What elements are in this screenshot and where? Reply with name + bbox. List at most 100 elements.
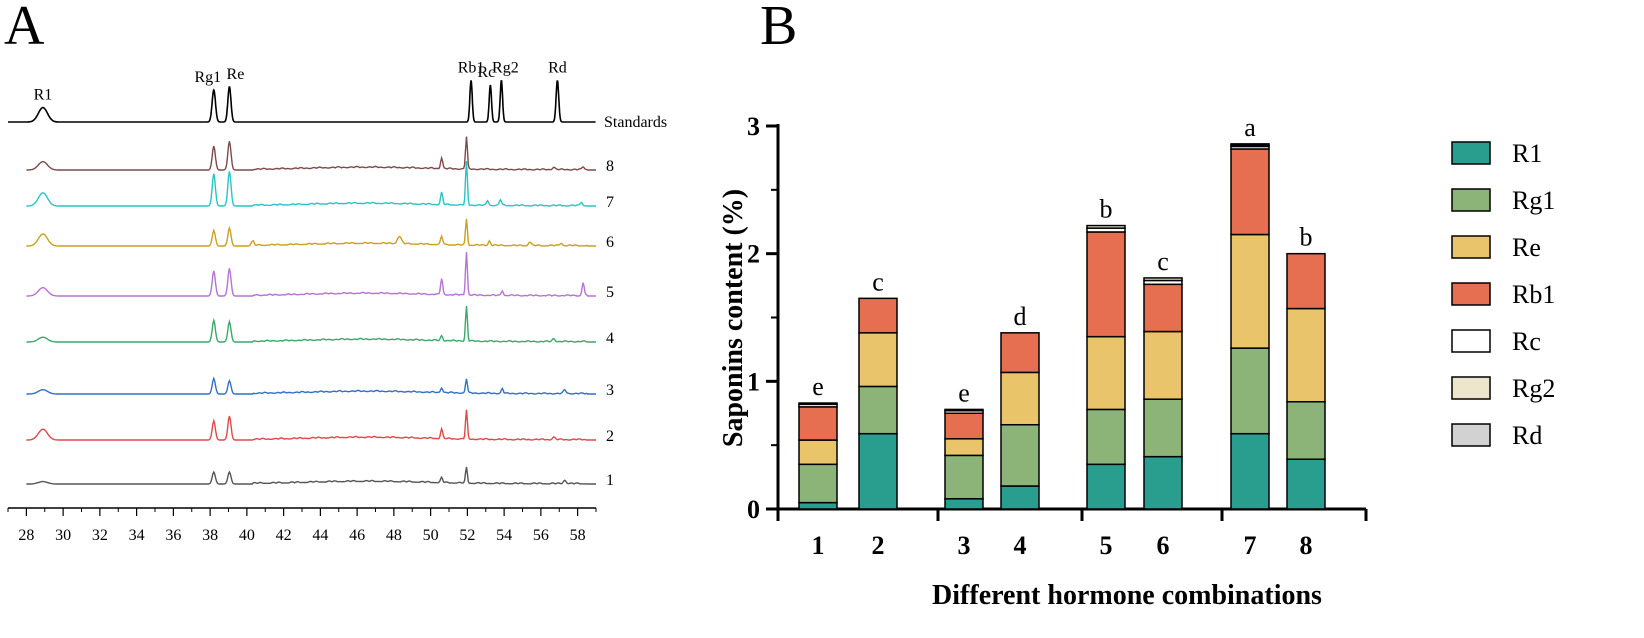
bar-segment-rg2: [1086, 224, 1126, 229]
category-label: 3: [958, 531, 971, 560]
significance-letter: a: [1244, 113, 1256, 142]
legend-label: Rd: [1512, 421, 1542, 450]
bar-segment-r1: [944, 498, 984, 510]
bar-segment-rg1: [1086, 408, 1126, 466]
sample-trace-5: [26, 252, 596, 297]
significance-letter: e: [958, 378, 970, 407]
saponins-bar-panel: 0 1 2 3 e 1 c 2 e 3 d 4 b 5 c 6 a 7 b 8: [747, 112, 1368, 560]
bar-segment-re: [1286, 307, 1326, 403]
panel-a-x-tick-label: 42: [276, 527, 292, 544]
bar-segment-rg1: [944, 454, 984, 500]
legend-label: R1: [1512, 139, 1542, 168]
bar-segment-r1: [1286, 458, 1326, 510]
sample-trace-label: 5: [606, 284, 614, 301]
panel-a-x-tick-label: 32: [92, 527, 108, 544]
standards-label: Standards: [604, 114, 667, 131]
panel-b-y-tick-label: 1: [747, 367, 760, 396]
sample-trace-4: [26, 306, 596, 343]
standard-peak-label: Rg1: [194, 69, 221, 86]
panel-a-label: A: [4, 0, 45, 57]
bar-segment-rb1: [944, 412, 984, 440]
bar-segment-re: [798, 439, 838, 466]
chromatogram-panel: 28 30 32 34 36 38 40 42 44 46 48 50 52 54 56 58Standard…: [7, 59, 667, 544]
bar-segment-rb1: [858, 297, 898, 334]
significance-letter: c: [1157, 247, 1169, 276]
significance-letter: d: [1014, 302, 1027, 331]
panel-a-x-tick-label: 30: [55, 527, 71, 544]
bar-segment-rg2: [798, 402, 838, 406]
category-label: 7: [1244, 531, 1257, 560]
legend-label: Rg2: [1512, 374, 1555, 403]
sample-trace-label: 6: [606, 234, 614, 251]
legend-swatch-rb1: [1451, 282, 1491, 306]
panel-a-x-tick-label: 38: [202, 527, 218, 544]
panel-a-x-tick-label: 50: [423, 527, 439, 544]
panel-b-label: B: [760, 0, 797, 57]
bar-segment-re: [1230, 233, 1270, 349]
panel-a-x-tick-label: 54: [496, 527, 512, 544]
standard-peak-label: Re: [227, 66, 245, 83]
legend-label: Rc: [1512, 327, 1541, 356]
sample-trace-1: [26, 466, 596, 485]
standard-peak-label: R1: [34, 87, 53, 104]
bar-segment-rg1: [1143, 398, 1183, 458]
bar-segment-rb1: [1000, 332, 1040, 374]
standard-peak-label: Rg2: [492, 59, 519, 76]
bar-segment-re: [858, 332, 898, 388]
bar-segment-r1: [1086, 463, 1126, 510]
sample-trace-label: 8: [606, 158, 614, 175]
category-label: 8: [1300, 531, 1313, 560]
category-label: 6: [1157, 531, 1170, 560]
bar-segment-rg1: [1000, 423, 1040, 487]
significance-letter: e: [812, 372, 824, 401]
bar-segment-rg2: [944, 408, 984, 412]
legend-label: Re: [1512, 233, 1541, 262]
panel-a-x-tick-label: 46: [349, 527, 365, 544]
standards-trace: [8, 80, 596, 123]
category-label: 2: [872, 531, 885, 560]
bar-segment-re: [1143, 330, 1183, 400]
bar-segment-rg1: [1286, 401, 1326, 460]
bar-segment-rb1: [1286, 252, 1326, 310]
panel-a-x-tick-label: 34: [129, 527, 145, 544]
bar-segment-r1: [1000, 485, 1040, 510]
legend-swatch-r1: [1451, 141, 1491, 165]
significance-letter: b: [1300, 223, 1313, 252]
bar-segment-rb1: [1230, 148, 1270, 236]
legend-label: Rg1: [1512, 186, 1555, 215]
panel-a-x-tick-label: 40: [239, 527, 255, 544]
standard-peak-label: Rc: [477, 64, 495, 81]
category-label: 5: [1100, 531, 1113, 560]
bar-segment-rb1: [1143, 283, 1183, 333]
sample-trace-8: [26, 136, 596, 171]
sample-trace-7: [26, 161, 596, 207]
standard-peak-label: Rd: [548, 59, 567, 76]
bar-segment-re: [1086, 335, 1126, 411]
panel-a-x-tick-label: 36: [165, 527, 181, 544]
sample-trace-6: [26, 218, 596, 247]
legend-swatch-rg2: [1451, 376, 1491, 400]
panel-a-x-tick-label: 44: [312, 527, 328, 544]
panel-b-y-tick-label: 2: [747, 240, 760, 269]
panel-b-x-axis-title: Different hormone combinations: [932, 580, 1322, 611]
bar-segment-rg1: [1230, 347, 1270, 435]
panel-a-x-tick-label: 56: [533, 527, 549, 544]
legend-label: Rb1: [1512, 280, 1555, 309]
bar-segment-r1: [798, 501, 838, 510]
sample-trace-label: 4: [606, 330, 614, 347]
legend-swatch-rd: [1451, 423, 1491, 447]
bar-segment-rg1: [798, 463, 838, 504]
panel-a-x-tick-label: 52: [459, 527, 475, 544]
panel-a-x-tick-label: 48: [386, 527, 402, 544]
sample-trace-label: 1: [606, 472, 614, 489]
legend-swatch-re: [1451, 235, 1491, 259]
bar-segment-rb1: [798, 406, 838, 441]
bar-segment-r1: [858, 432, 898, 510]
legend-swatch-rc: [1451, 329, 1491, 353]
sample-trace-label: 7: [606, 194, 614, 211]
bar-segment-rg2: [1143, 277, 1183, 282]
panel-b-y-tick-label: 0: [747, 495, 760, 524]
sample-trace-label: 2: [606, 428, 614, 445]
sample-trace-3: [26, 376, 596, 395]
bar-segment-rb1: [1086, 231, 1126, 338]
